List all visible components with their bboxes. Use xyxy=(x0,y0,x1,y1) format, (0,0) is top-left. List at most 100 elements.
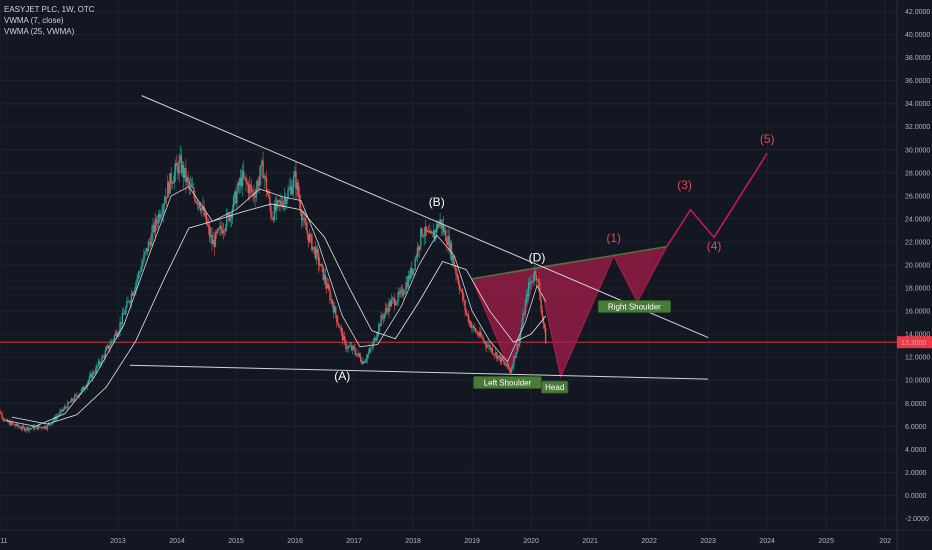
candle-body[interactable] xyxy=(394,298,396,306)
candle-body[interactable] xyxy=(97,361,100,366)
candle-body[interactable] xyxy=(341,330,344,341)
candle-body[interactable] xyxy=(52,420,54,423)
candle-body[interactable] xyxy=(308,234,311,242)
candle-body[interactable] xyxy=(328,284,330,290)
candle-body[interactable] xyxy=(448,235,450,252)
candle-body[interactable] xyxy=(21,426,24,429)
candle-body[interactable] xyxy=(61,409,63,411)
candle-body[interactable] xyxy=(224,226,227,231)
candle-body[interactable] xyxy=(382,317,385,319)
candle-body[interactable] xyxy=(312,246,314,251)
candle-body[interactable] xyxy=(238,181,240,186)
candle-body[interactable] xyxy=(148,241,151,243)
candle-body[interactable] xyxy=(534,271,537,276)
candle-body[interactable] xyxy=(232,196,235,209)
candle-body[interactable] xyxy=(4,420,7,421)
candle-body[interactable] xyxy=(248,184,251,193)
candle-body[interactable] xyxy=(449,243,452,252)
candle-body[interactable] xyxy=(95,366,97,373)
candle-body[interactable] xyxy=(137,272,139,279)
candle-body[interactable] xyxy=(153,224,155,233)
candle-body[interactable] xyxy=(108,345,110,349)
candle-body[interactable] xyxy=(425,226,428,232)
candle-body[interactable] xyxy=(464,300,466,311)
symbol-title[interactable]: EASYJET PLC, 1W, OTC xyxy=(4,5,95,14)
candle-body[interactable] xyxy=(144,251,146,255)
candle-body[interactable] xyxy=(295,171,297,190)
candle-body[interactable] xyxy=(27,427,29,431)
candle-body[interactable] xyxy=(221,229,223,234)
candle-body[interactable] xyxy=(28,428,30,431)
candle-body[interactable] xyxy=(41,427,43,429)
candle-body[interactable] xyxy=(439,219,441,223)
candle-body[interactable] xyxy=(416,247,419,258)
candle-body[interactable] xyxy=(349,346,352,347)
candle-body[interactable] xyxy=(482,338,484,341)
candle-body[interactable] xyxy=(223,230,226,232)
candle-body[interactable] xyxy=(289,186,291,189)
candle-body[interactable] xyxy=(310,234,312,236)
candle-body[interactable] xyxy=(323,274,326,280)
candle-body[interactable] xyxy=(540,299,542,311)
candle-body[interactable] xyxy=(236,191,238,204)
candle-body[interactable] xyxy=(508,368,511,370)
candle-body[interactable] xyxy=(45,428,48,429)
candle-body[interactable] xyxy=(497,355,499,359)
candle-body[interactable] xyxy=(90,374,93,379)
candle-body[interactable] xyxy=(524,302,526,315)
candle-body[interactable] xyxy=(401,289,404,296)
candle-body[interactable] xyxy=(404,291,406,294)
candle-body[interactable] xyxy=(188,181,190,187)
candle-body[interactable] xyxy=(316,248,319,254)
candle-body[interactable] xyxy=(428,231,430,233)
candle-body[interactable] xyxy=(443,230,446,233)
candle-body[interactable] xyxy=(298,195,301,202)
candle-body[interactable] xyxy=(406,282,408,287)
candle-body[interactable] xyxy=(405,282,407,292)
pattern-tag-box[interactable] xyxy=(597,300,671,313)
candle-body[interactable] xyxy=(131,293,134,296)
candle-body[interactable] xyxy=(459,289,462,291)
candle-body[interactable] xyxy=(30,427,33,429)
candle-body[interactable] xyxy=(431,231,433,234)
candle-body[interactable] xyxy=(122,313,125,315)
candle-body[interactable] xyxy=(388,301,390,313)
candle-body[interactable] xyxy=(371,347,373,349)
candle-body[interactable] xyxy=(25,429,27,431)
candle-body[interactable] xyxy=(519,330,522,338)
candle-body[interactable] xyxy=(194,194,196,202)
candle-body[interactable] xyxy=(101,357,103,364)
candle-body[interactable] xyxy=(375,337,378,341)
candle-body[interactable] xyxy=(143,254,145,262)
candle-body[interactable] xyxy=(243,170,245,177)
candle-body[interactable] xyxy=(190,184,193,188)
candle-body[interactable] xyxy=(516,343,518,353)
candle-body[interactable] xyxy=(356,354,358,356)
candle-body[interactable] xyxy=(128,300,130,303)
candle-body[interactable] xyxy=(290,186,293,195)
candle-body[interactable] xyxy=(220,225,222,230)
candle-body[interactable] xyxy=(237,181,239,192)
candle-body[interactable] xyxy=(66,407,68,409)
candle-body[interactable] xyxy=(231,208,234,218)
candle-body[interactable] xyxy=(11,421,13,424)
candle-body[interactable] xyxy=(189,184,192,187)
candle-body[interactable] xyxy=(156,223,159,224)
candle-body[interactable] xyxy=(485,344,488,348)
candle-body[interactable] xyxy=(47,423,50,425)
candle-body[interactable] xyxy=(527,282,530,297)
candle-body[interactable] xyxy=(105,347,108,351)
candle-body[interactable] xyxy=(403,293,405,296)
candle-body[interactable] xyxy=(64,407,67,408)
candle-body[interactable] xyxy=(421,228,423,236)
candle-body[interactable] xyxy=(447,235,449,246)
candle-body[interactable] xyxy=(19,427,21,429)
candle-body[interactable] xyxy=(435,223,438,233)
candle-body[interactable] xyxy=(457,276,459,284)
candle-body[interactable] xyxy=(412,269,414,275)
candle-body[interactable] xyxy=(229,214,231,222)
candle-body[interactable] xyxy=(501,357,504,361)
candle-body[interactable] xyxy=(291,187,294,195)
candle-body[interactable] xyxy=(265,177,268,192)
